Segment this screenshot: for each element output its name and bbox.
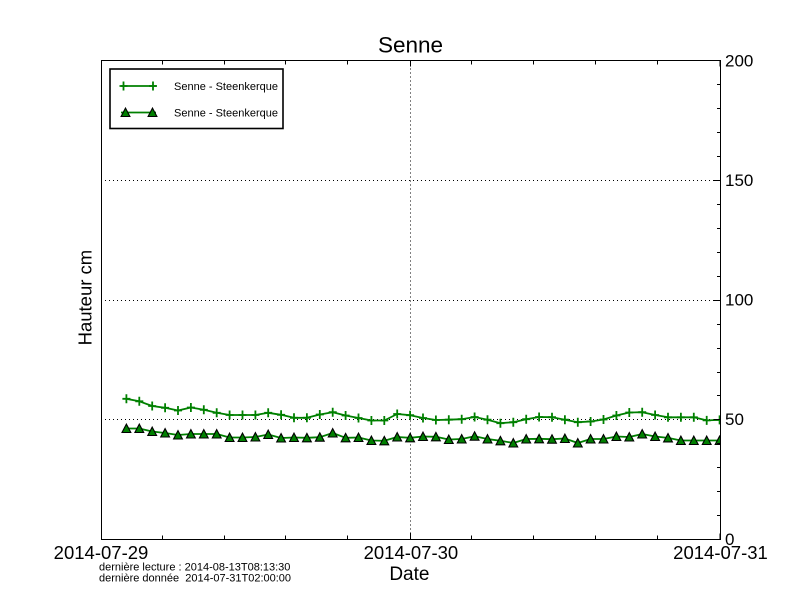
svg-text:2014-07-29: 2014-07-29	[54, 542, 149, 563]
svg-text:dernière lecture : 2014-08-13T: dernière lecture : 2014-08-13T08:13:30	[99, 562, 290, 574]
svg-text:Date: Date	[389, 564, 429, 585]
svg-text:150: 150	[725, 171, 753, 190]
svg-text:dernière donnée 2014-07-31T02: dernière donnée 2014-07-31T02:00:00	[99, 573, 291, 585]
svg-text:50: 50	[725, 410, 744, 429]
svg-text:Senne - Steenkerque: Senne - Steenkerque	[174, 107, 278, 119]
svg-text:Senne - Steenkerque: Senne - Steenkerque	[174, 81, 278, 93]
svg-text:100: 100	[725, 291, 753, 310]
svg-text:Hauteur cm: Hauteur cm	[75, 250, 96, 346]
svg-text:200: 200	[725, 51, 753, 70]
svg-text:Senne: Senne	[378, 32, 443, 57]
svg-text:2014-07-31: 2014-07-31	[673, 542, 768, 563]
svg-text:2014-07-30: 2014-07-30	[364, 542, 459, 563]
svg-text:0: 0	[725, 530, 734, 549]
